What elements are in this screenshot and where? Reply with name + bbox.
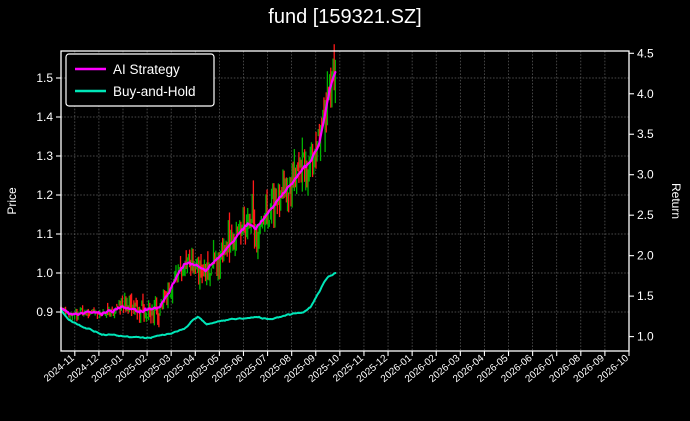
svg-text:2.5: 2.5 <box>637 208 654 222</box>
svg-text:Price: Price <box>5 187 19 215</box>
svg-text:4.5: 4.5 <box>637 46 654 60</box>
svg-text:fund [159321.SZ]: fund [159321.SZ] <box>268 6 421 28</box>
svg-text:1.0: 1.0 <box>36 266 53 280</box>
svg-text:Buy-and-Hold: Buy-and-Hold <box>113 84 196 99</box>
svg-text:1.3: 1.3 <box>36 149 53 163</box>
svg-text:1.0: 1.0 <box>637 330 654 344</box>
svg-text:1.4: 1.4 <box>36 110 53 124</box>
svg-text:1.1: 1.1 <box>36 227 53 241</box>
svg-text:3.5: 3.5 <box>637 127 654 141</box>
svg-text:Return: Return <box>669 183 683 219</box>
svg-text:3.0: 3.0 <box>637 168 654 182</box>
svg-text:1.5: 1.5 <box>637 289 654 303</box>
svg-text:4.0: 4.0 <box>637 87 654 101</box>
svg-text:0.9: 0.9 <box>36 305 53 319</box>
svg-text:2.0: 2.0 <box>637 249 654 263</box>
svg-text:AI Strategy: AI Strategy <box>113 62 180 77</box>
svg-text:1.2: 1.2 <box>36 188 53 202</box>
svg-text:1.5: 1.5 <box>36 71 53 85</box>
